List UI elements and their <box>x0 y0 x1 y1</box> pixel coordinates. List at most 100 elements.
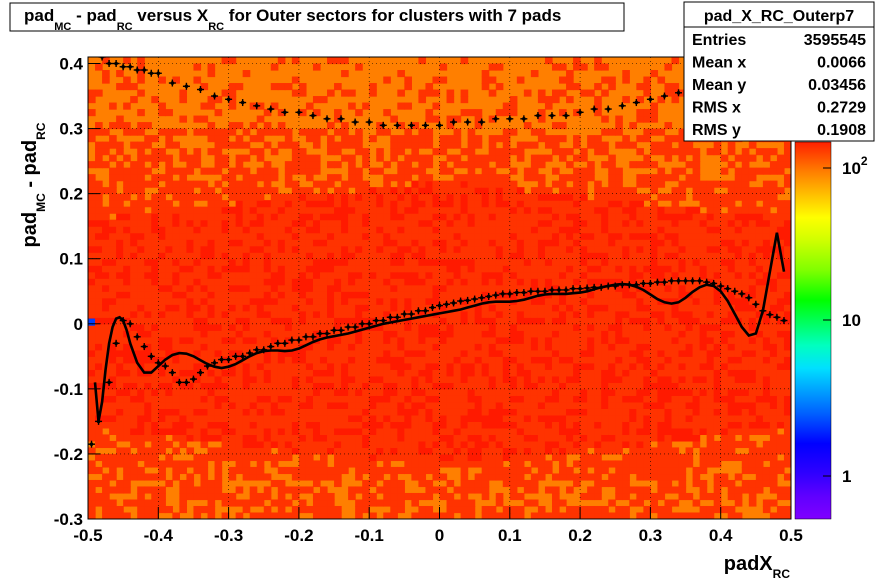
heatmap-cell <box>200 395 209 403</box>
heatmap-cell <box>186 414 195 422</box>
heatmap-cell <box>88 479 96 488</box>
heatmap-cell <box>573 447 581 455</box>
heatmap-cell <box>305 161 314 169</box>
heatmap-cell <box>727 486 736 494</box>
heatmap-cell <box>137 505 145 514</box>
heatmap-cell <box>369 408 377 416</box>
heatmap-cell <box>130 297 138 305</box>
heatmap-cell <box>193 395 202 403</box>
heatmap-cell <box>474 304 483 312</box>
heatmap-cell <box>530 479 539 488</box>
heatmap-cell <box>629 219 637 227</box>
heatmap-cell <box>186 252 195 260</box>
heatmap-cell <box>109 265 117 273</box>
heatmap-cell <box>657 330 666 338</box>
heatmap-cell <box>207 187 216 195</box>
heatmap-cell <box>685 375 694 383</box>
heatmap-cell <box>277 512 286 519</box>
heatmap-cell <box>573 239 581 247</box>
heatmap-cell <box>608 206 616 214</box>
heatmap-cell <box>221 252 230 260</box>
heatmap-cell <box>193 343 202 351</box>
heatmap-cell <box>284 362 293 370</box>
heatmap-cell <box>221 440 230 449</box>
heatmap-cell <box>242 401 251 409</box>
heatmap-cell <box>95 154 103 162</box>
heatmap-cell <box>453 349 462 357</box>
heatmap-cell <box>509 284 518 292</box>
heatmap-cell <box>629 401 637 409</box>
heatmap-cell <box>502 258 511 266</box>
heatmap-cell <box>432 421 441 429</box>
heatmap-cell <box>207 323 216 331</box>
heatmap-cell <box>116 83 124 91</box>
heatmap-cell <box>481 362 490 370</box>
heatmap-cell <box>671 310 680 318</box>
heatmap-cell <box>650 473 659 481</box>
heatmap-cell <box>559 232 567 240</box>
heatmap-cell <box>284 427 293 436</box>
heatmap-cell <box>284 414 293 422</box>
heatmap-cell <box>411 193 420 201</box>
heatmap-cell <box>467 382 476 390</box>
heatmap-cell <box>116 310 124 318</box>
heatmap-cell <box>327 401 335 409</box>
heatmap-cell <box>312 362 321 370</box>
heatmap-cell <box>720 408 729 416</box>
heatmap-cell <box>116 193 124 201</box>
heatmap-cell <box>319 245 328 253</box>
heatmap-cell <box>235 265 244 273</box>
heatmap-cell <box>608 434 616 442</box>
heatmap-cell <box>123 479 131 488</box>
heatmap-cell <box>334 447 342 455</box>
heatmap-cell <box>650 271 659 279</box>
heatmap-cell <box>383 174 391 182</box>
heatmap-cell <box>116 447 124 455</box>
heatmap-cell <box>116 330 124 338</box>
heatmap-cell <box>228 395 237 403</box>
heatmap-cell <box>622 486 630 494</box>
heatmap-cell <box>650 421 659 429</box>
heatmap-cell <box>270 206 279 214</box>
heatmap-cell <box>537 193 546 201</box>
heatmap-cell <box>495 310 504 318</box>
heatmap-cell <box>376 200 384 208</box>
heatmap-cell <box>559 265 567 273</box>
heatmap-cell <box>334 466 342 475</box>
heatmap-cell <box>158 486 166 494</box>
heatmap-cell <box>439 193 448 201</box>
heatmap-cell <box>327 226 335 234</box>
heatmap-cell <box>102 70 110 78</box>
heatmap-cell <box>221 395 230 403</box>
heatmap-cell <box>362 200 370 208</box>
heatmap-cell <box>650 239 659 247</box>
heatmap-cell <box>144 336 152 344</box>
heatmap-cell <box>95 226 103 234</box>
heatmap-cell <box>355 388 363 396</box>
heatmap-cell <box>348 161 356 169</box>
heatmap-cell <box>383 356 391 364</box>
heatmap-cell <box>270 63 279 71</box>
heatmap-cell <box>137 369 145 377</box>
heatmap-cell <box>559 206 567 214</box>
heatmap-cell <box>102 440 110 449</box>
heatmap-cell <box>453 154 462 162</box>
heatmap-cell <box>418 447 427 455</box>
heatmap-cell <box>544 349 553 357</box>
heatmap-cell <box>502 284 511 292</box>
heatmap-cell <box>151 258 159 266</box>
heatmap-cell <box>130 213 138 221</box>
heatmap-cell <box>116 161 124 169</box>
heatmap-cell <box>608 245 616 253</box>
heatmap-cell <box>411 343 420 351</box>
heatmap-cell <box>144 356 152 364</box>
heatmap-cell <box>699 414 708 422</box>
heatmap-cell <box>263 440 272 449</box>
heatmap-cell <box>622 258 630 266</box>
heatmap-cell <box>671 512 680 519</box>
heatmap-cell <box>650 408 659 416</box>
heatmap-cell <box>706 180 715 188</box>
heatmap-cell <box>186 401 195 409</box>
heatmap-cell <box>685 232 694 240</box>
heatmap-cell <box>502 356 511 364</box>
